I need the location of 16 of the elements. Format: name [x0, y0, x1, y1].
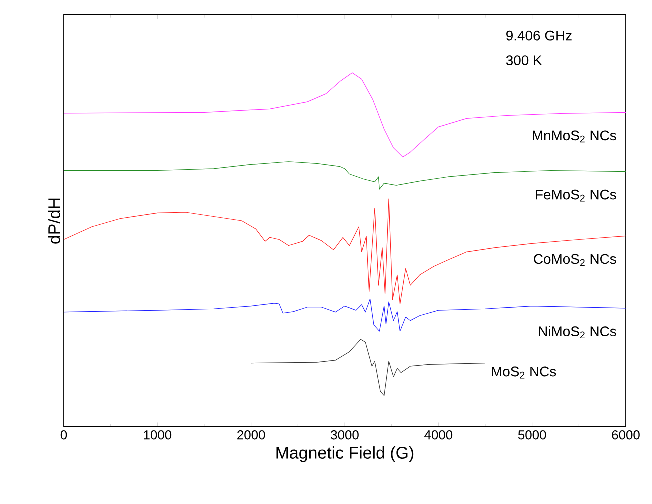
series-label: CoMoS$_{2}$ NCs — [534, 254, 616, 266]
text: 300 K — [506, 56, 542, 66]
x-tick-label: 0 — [60, 430, 68, 440]
series-label: MoS$_{2}$ NCs — [492, 366, 556, 379]
x-tick-label: 4000 — [424, 430, 453, 440]
x-tick-label: 5000 — [518, 430, 546, 440]
x-axis-title: Magnetic Field (G) — [276, 446, 414, 462]
series-label: MnMoS$_{2}$ NCs — [533, 130, 616, 143]
x-tick-label: 3000 — [331, 430, 359, 440]
x-tick-label: 2000 — [238, 430, 266, 440]
text: 9.406 GHz — [506, 30, 572, 41]
series-label: NiMoS$_{2}$ NCs — [539, 326, 616, 339]
x-tick-label: 1000 — [144, 430, 172, 440]
series-label: FeMoS$_{2}$ NCs — [536, 190, 616, 202]
x-tick-label: 6000 — [612, 430, 640, 440]
y-axis-title: dP/dH — [48, 198, 60, 244]
